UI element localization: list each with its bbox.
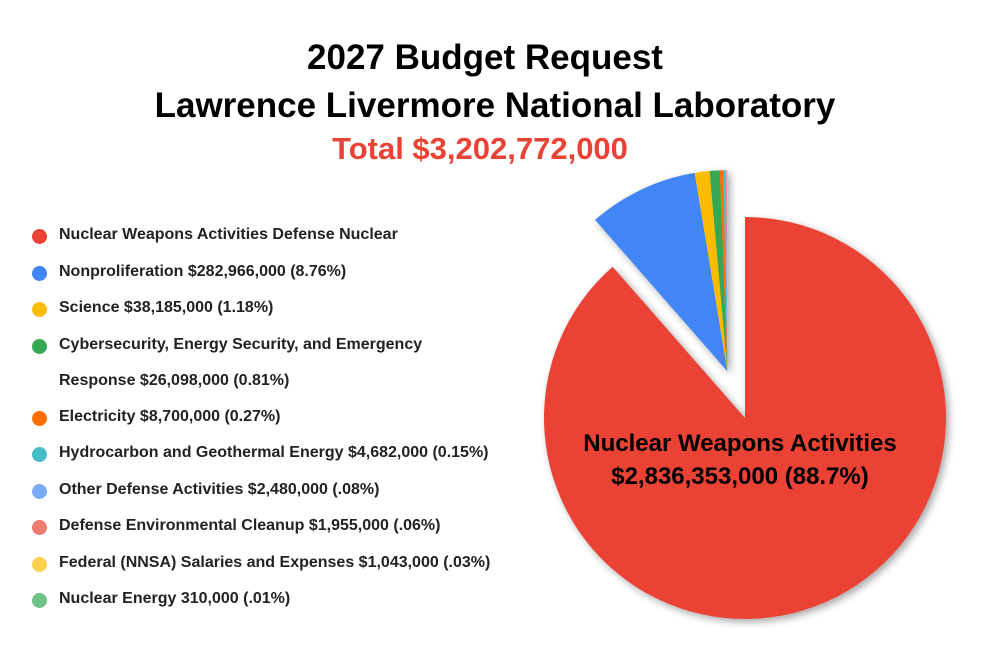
chart-subtitle: Lawrence Livermore National Laboratory bbox=[154, 86, 836, 125]
legend-marker-icon bbox=[32, 593, 47, 608]
legend-item[interactable]: Nuclear Weapons Activities Defense Nucle… bbox=[32, 226, 490, 263]
legend-label-line2: Response $26,098,000 (0.81%) bbox=[59, 371, 290, 389]
legend-label: Electricity $8,700,000 (0.27%) bbox=[59, 407, 281, 425]
legend-marker-icon bbox=[32, 229, 47, 244]
legend-marker-icon bbox=[32, 447, 47, 462]
legend-label: Nuclear Energy 310,000 (.01%) bbox=[59, 590, 291, 607]
pie-label-line1: Nuclear Weapons Activities bbox=[583, 430, 896, 457]
legend-marker-icon bbox=[32, 410, 47, 426]
legend-item[interactable]: Science $38,185,000 (1.18%) bbox=[32, 299, 490, 336]
legend-item[interactable]: Defense Environmental Cleanup $1,955,000… bbox=[32, 517, 490, 554]
pie-slice[interactable] bbox=[726, 170, 728, 372]
legend-item[interactable]: Nonproliferation $282,966,000 (8.76%) bbox=[32, 263, 490, 300]
legend-label: Other Defense Activities $2,480,000 (.08… bbox=[59, 480, 380, 498]
legend-marker-icon bbox=[32, 483, 47, 499]
legend-label-line1: Cybersecurity, Energy Security, and Emer… bbox=[59, 335, 423, 353]
legend-marker-icon bbox=[32, 556, 47, 572]
legend-label: Federal (NNSA) Salaries and Expenses $1,… bbox=[59, 553, 491, 571]
pie-slices bbox=[543, 170, 946, 619]
legend-marker-icon bbox=[32, 338, 47, 354]
legend-item[interactable]: Federal (NNSA) Salaries and Expenses $1,… bbox=[32, 554, 490, 591]
legend-label: Science $38,185,000 (1.18%) bbox=[59, 299, 274, 316]
legend-label: Defense Environmental Cleanup $1,955,000… bbox=[59, 517, 441, 534]
pie-slice[interactable] bbox=[709, 170, 728, 372]
legend: Nuclear Weapons Activities Defense Nucle… bbox=[32, 226, 490, 627]
pie-slice[interactable] bbox=[595, 172, 728, 372]
legend-marker-icon bbox=[32, 265, 47, 281]
pie-slice[interactable] bbox=[726, 170, 728, 372]
pie-slice[interactable] bbox=[543, 217, 946, 619]
pie-slice[interactable] bbox=[723, 170, 728, 372]
chart-total: Total $3,202,772,000 bbox=[332, 131, 628, 166]
legend-item[interactable]: Nuclear Energy 310,000 (.01%) bbox=[32, 590, 490, 627]
legend-label: Nonproliferation $282,966,000 (8.76%) bbox=[59, 262, 347, 280]
legend-item[interactable]: Electricity $8,700,000 (0.27%) bbox=[32, 408, 490, 445]
legend-label: Cybersecurity, Energy Security, and Emer… bbox=[59, 327, 422, 399]
pie-slice[interactable] bbox=[694, 170, 728, 372]
legend-label: Hydrocarbon and Geothermal Energy $4,682… bbox=[59, 444, 489, 461]
legend-marker-icon bbox=[32, 520, 47, 535]
pie-slice[interactable] bbox=[725, 170, 728, 372]
pie-label-line2: $2,836,353,000 (88.7%) bbox=[611, 463, 869, 490]
chart-title: 2027 Budget Request bbox=[307, 38, 663, 77]
legend-item[interactable]: Cybersecurity, Energy Security, and Emer… bbox=[32, 336, 490, 408]
legend-marker-icon bbox=[32, 302, 47, 317]
pie-slice[interactable] bbox=[719, 170, 728, 372]
legend-label: Nuclear Weapons Activities Defense Nucle… bbox=[59, 226, 398, 243]
legend-item[interactable]: Other Defense Activities $2,480,000 (.08… bbox=[32, 481, 490, 518]
legend-item[interactable]: Hydrocarbon and Geothermal Energy $4,682… bbox=[32, 444, 490, 481]
